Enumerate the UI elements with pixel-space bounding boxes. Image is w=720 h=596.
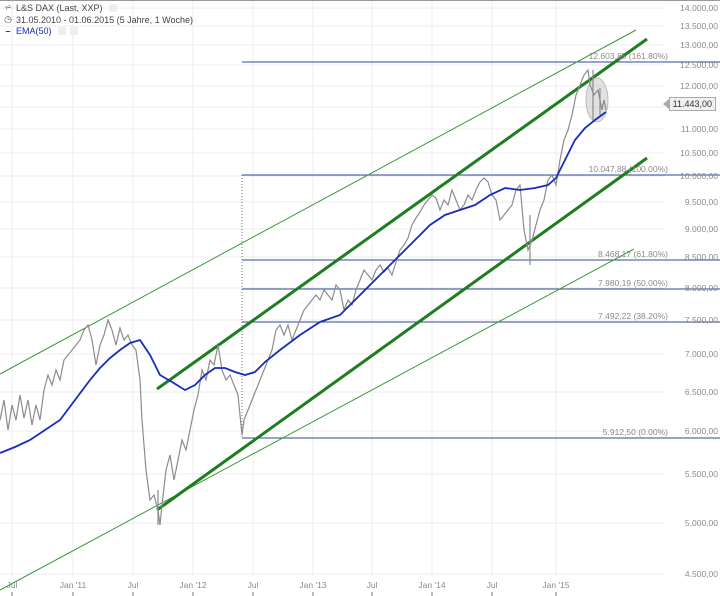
last-price-marker: 11.443,00 xyxy=(662,97,716,111)
y-tick-label: 5.500,00 xyxy=(684,469,718,479)
y-tick-label: 4.500,00 xyxy=(684,569,718,579)
candlesticks xyxy=(0,68,607,526)
ema-remove-icon[interactable] xyxy=(69,27,78,35)
x-tick-label: Jul xyxy=(486,580,498,590)
x-tick-label: Jan '14 xyxy=(418,580,446,590)
y-tick-label: 9.000,00 xyxy=(684,224,718,234)
consolidation-highlight xyxy=(585,77,609,123)
settings-icon[interactable] xyxy=(108,3,117,12)
x-tick-label: Jul xyxy=(247,580,259,590)
y-tick-label: 10.000,00 xyxy=(680,171,718,181)
fib-label: 12.603,85 (161.80%) xyxy=(588,51,668,61)
fib-label: 5.912,50 (0.00%) xyxy=(602,427,668,437)
instrument-legend[interactable]: ⩫ L&S DAX (Last, XXP) xyxy=(3,2,117,13)
y-tick-label: 7.000,00 xyxy=(684,349,718,359)
ema-label: EMA(50) xyxy=(16,26,52,36)
fib-label: 7.492,22 (38.20%) xyxy=(598,311,668,321)
instrument-title: L&S DAX (Last, XXP) xyxy=(16,2,103,13)
ema-line-swatch-icon: – xyxy=(5,26,11,36)
y-tick-label: 11.000,00 xyxy=(680,124,718,134)
x-tick-label: Jan '11 xyxy=(59,580,87,590)
x-tick-label: Jan '15 xyxy=(542,580,570,590)
trend-channel-inner[interactable] xyxy=(156,37,648,512)
x-tick-label: Jan '13 xyxy=(299,580,327,590)
y-tick-label: 14.000,00 xyxy=(680,3,718,13)
x-axis-ticks xyxy=(11,592,557,596)
range-legend: ◷ 31.05.2010 - 01.06.2015 (5 Jahre, 1 Wo… xyxy=(3,14,193,25)
x-tick-label: Jul xyxy=(6,580,18,590)
y-tick-label: 8.500,00 xyxy=(684,252,718,262)
date-range: 31.05.2010 - 01.06.2015 (5 Jahre, 1 Woch… xyxy=(16,14,193,25)
y-tick-label: 5.000,00 xyxy=(684,518,718,528)
x-tick-label: Jul xyxy=(366,580,378,590)
y-tick-label: 6.500,00 xyxy=(684,387,718,397)
gridlines xyxy=(0,0,665,576)
ema-settings-icon[interactable] xyxy=(57,27,66,35)
clock-icon: ◷ xyxy=(4,14,12,24)
trend-channel-outer[interactable] xyxy=(0,29,637,591)
y-tick-label: 9.500,00 xyxy=(684,197,718,207)
y-tick-label: 8.000,00 xyxy=(684,283,718,293)
y-tick-label: 12.000,00 xyxy=(680,81,718,91)
y-tick-label: 7.500,00 xyxy=(684,315,718,325)
x-tick-label: Jul xyxy=(127,580,139,590)
y-tick-label: 6.000,00 xyxy=(684,426,718,436)
y-tick-label: 13.500,00 xyxy=(680,21,718,31)
ema-legend[interactable]: – EMA(50) xyxy=(3,26,78,36)
y-tick-label: 13.000,00 xyxy=(680,40,718,50)
fib-label: 7.980,19 (50.00%) xyxy=(598,278,668,288)
fib-label: 8.468,17 (61.80%) xyxy=(598,249,668,259)
ema-50-line[interactable] xyxy=(0,111,607,454)
y-tick-label: 12.500,00 xyxy=(680,60,718,70)
x-tick-label: Jan '12 xyxy=(179,580,207,590)
y-tick-label: 10.500,00 xyxy=(680,148,718,158)
fibonacci-levels[interactable] xyxy=(241,61,720,439)
chart-type-icon: ⩫ xyxy=(4,2,12,12)
fib-label: 10.047,88 (100.00%) xyxy=(588,164,668,174)
